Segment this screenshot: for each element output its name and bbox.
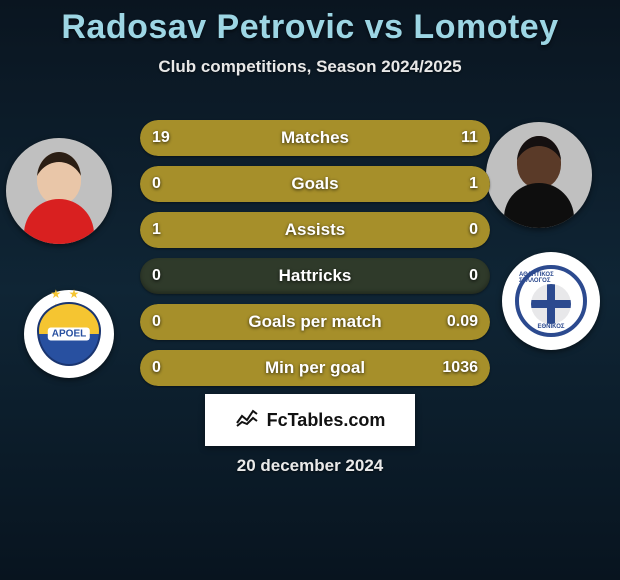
subtitle: Club competitions, Season 2024/2025	[0, 57, 620, 77]
greece-flag-icon	[531, 284, 571, 324]
date-text: 20 december 2024	[0, 456, 620, 476]
club-right-badge: ΑΘΛΗΤΙΚΟΣ ΣΥΛΛΟΓΟΣ ΕΘΝΙΚΟΣ	[502, 252, 600, 350]
stat-value-right: 11	[461, 120, 478, 156]
stat-value-right: 0	[469, 258, 478, 294]
stat-value-right: 1036	[442, 350, 478, 386]
stat-value-left: 0	[152, 258, 161, 294]
stat-label: Goals	[140, 166, 490, 202]
player-left-avatar	[6, 138, 112, 244]
comparison-card: Radosav Petrovic vs Lomotey Club competi…	[0, 0, 620, 580]
stat-label: Min per goal	[140, 350, 490, 386]
club-left-badge: ★ ★ ★ APOEL	[24, 290, 114, 378]
stat-value-left: 1	[152, 212, 161, 248]
stat-value-right: 0.09	[447, 304, 478, 340]
stats-list: 1911Matches01Goals10Assists00Hattricks00…	[140, 120, 490, 396]
stat-row: 0 1Goals	[140, 166, 490, 202]
club-left-label: APOEL	[48, 328, 90, 341]
stat-label: Matches	[140, 120, 490, 156]
player-right-avatar	[486, 122, 592, 228]
stat-value-left: 0	[152, 304, 161, 340]
stat-row: 0 0.09Goals per match	[140, 304, 490, 340]
stat-label: Assists	[140, 212, 490, 248]
stat-row: 19 11Matches	[140, 120, 490, 156]
stat-value-left: 0	[152, 350, 161, 386]
stat-value-left: 0	[152, 166, 161, 202]
page-title: Radosav Petrovic vs Lomotey	[0, 0, 620, 47]
stat-row: 1 0Assists	[140, 212, 490, 248]
stat-value-left: 19	[152, 120, 170, 156]
chart-icon	[235, 408, 259, 433]
stat-label: Hattricks	[140, 258, 490, 294]
attribution-badge[interactable]: FcTables.com	[205, 394, 415, 446]
club-right-text-bottom: ΕΘΝΙΚΟΣ	[538, 324, 565, 330]
attribution-text: FcTables.com	[267, 410, 386, 431]
club-right-text-top: ΑΘΛΗΤΙΚΟΣ ΣΥΛΛΟΓΟΣ	[519, 272, 583, 284]
stat-row: 0 1036Min per goal	[140, 350, 490, 386]
stat-value-right: 0	[469, 212, 478, 248]
stat-value-right: 1	[469, 166, 478, 202]
stat-label: Goals per match	[140, 304, 490, 340]
stat-row: 0 0Hattricks	[140, 258, 490, 294]
